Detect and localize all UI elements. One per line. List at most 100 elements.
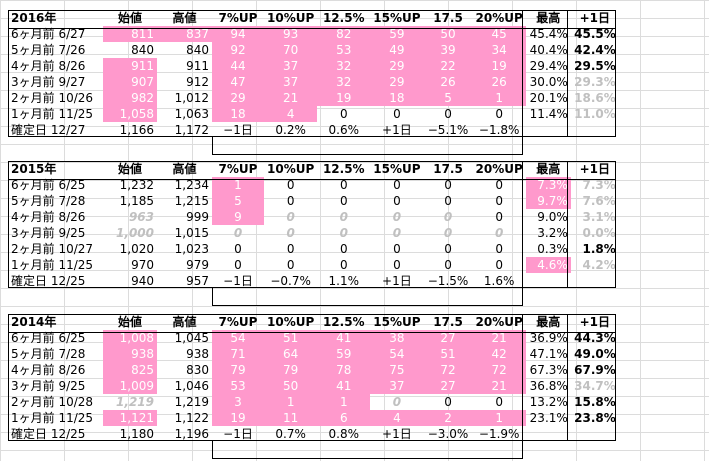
cell-value: 13.2%: [529, 395, 568, 409]
cell-value: 5: [423, 90, 473, 106]
confirm-value: [526, 426, 571, 442]
column-header: 最高: [536, 315, 561, 329]
column-header: +1日: [579, 162, 610, 176]
table-row: 4ヶ月前 8/26 825 830 79 79 78 75 72 72 67.3% 67.9%: [8, 362, 619, 378]
cell-value: 54: [370, 346, 424, 362]
cell-value: 92: [212, 42, 264, 58]
cell-value: 47.1%: [529, 347, 568, 361]
cell-value: 1,122: [174, 411, 209, 425]
cell-value: 1,008: [103, 330, 157, 346]
cell-value: 1,234: [174, 178, 209, 192]
confirm-value: [571, 426, 619, 442]
cell-value: 9: [212, 209, 264, 225]
cell-value: 0.0%: [582, 226, 616, 240]
cell-value: 54: [212, 330, 264, 346]
row-label: 5ヶ月前 7/26: [11, 43, 86, 57]
confirm-value: [571, 122, 619, 138]
cell-value: 1,015: [174, 226, 209, 240]
cell-value: 19: [472, 58, 526, 74]
cell-value: 970: [131, 258, 154, 272]
cell-value: 1,012: [174, 91, 209, 105]
cell-value: 44: [212, 58, 264, 74]
cell-value: 0: [495, 258, 503, 272]
column-header: 10%UP: [267, 11, 315, 25]
cell-value: 23.8%: [574, 411, 616, 425]
table-row: 5ヶ月前 7/28 1,185 1,215 5 0 0 0 0 0 9.7% 7.6%: [8, 193, 619, 209]
confirm-value: −3.0%: [427, 427, 469, 441]
cell-value: 0: [392, 210, 402, 224]
cell-value: 21: [264, 90, 318, 106]
row-label: 4ヶ月前 8/26: [11, 363, 86, 377]
cell-value: 36.8%: [529, 379, 568, 393]
cell-value: 963: [128, 210, 154, 224]
row-label: 3ヶ月前 9/25: [11, 226, 86, 240]
cell-value: 0: [444, 258, 452, 272]
cell-value: 830: [186, 363, 209, 377]
table-row: 4ヶ月前 8/26 963 999 9 0 0 0 0 0 9.0% 3.1%: [8, 209, 619, 225]
cell-value: 0: [286, 178, 295, 192]
confirm-value: −1日: [223, 427, 253, 441]
cell-value: 3.2%: [537, 226, 568, 240]
cell-value: 0: [286, 258, 295, 272]
confirm-value: 0.8%: [328, 427, 360, 441]
cell-value: 23.1%: [529, 411, 568, 425]
cell-value: 0: [495, 210, 503, 224]
cell-value: 50: [264, 378, 318, 394]
cell-value: 19: [212, 410, 264, 426]
cell-value: 0: [234, 242, 242, 256]
confirm-value: 0.6%: [328, 123, 360, 137]
cell-value: 912: [186, 75, 209, 89]
cell-value: 999: [186, 210, 209, 224]
row-label: 6ヶ月前 6/25: [11, 331, 86, 345]
price-table: 2015年 始値 高値 7%UP 10%UP 12.5% 15%UP 17.5 20%UP 最高 +…: [8, 161, 619, 289]
cell-value: 45: [472, 26, 526, 42]
column-header: 始値: [117, 315, 142, 329]
confirm-value: [526, 273, 571, 289]
cell-value: 34: [472, 42, 526, 58]
confirm-value: 1,166: [119, 123, 154, 137]
cell-value: 37: [264, 74, 318, 90]
cell-value: 811: [103, 26, 157, 42]
cell-value: 11.0%: [574, 107, 616, 121]
confirm-value: 1,180: [119, 427, 154, 441]
table-row: 3ヶ月前 9/27 907 912 47 37 32 29 26 26 30.0% 29.3%: [8, 74, 619, 90]
cell-value: 59: [370, 26, 424, 42]
cell-value: 1,219: [116, 395, 154, 409]
cell-value: 0: [286, 194, 295, 208]
cell-value: 1,219: [174, 395, 209, 409]
cell-value: 0: [393, 178, 401, 192]
cell-value: 0: [393, 107, 401, 121]
cell-value: 840: [131, 43, 154, 57]
cell-value: 39: [423, 42, 473, 58]
cell-value: 37: [264, 58, 318, 74]
cell-value: 59: [317, 346, 371, 362]
table-row: 2ヶ月前 10/28 1,219 1,219 3 1 1 0 0 0 13.2% 15.8%: [8, 394, 619, 410]
cell-value: 0: [393, 194, 401, 208]
cell-value: 0: [392, 395, 402, 409]
table-row: 4ヶ月前 8/26 911 911 44 37 32 29 22 19 29.4% 29.5%: [8, 58, 619, 74]
confirm-value: −5.1%: [427, 123, 469, 137]
cell-value: 41: [317, 378, 371, 394]
cell-value: 93: [264, 26, 318, 42]
confirm-row: 確定日 12/25 1,180 1,196 −1日 0.7% 0.8% +1日 −3.0% −1…: [8, 426, 619, 442]
table-row: 1ヶ月前 11/25 970 979 0 0 0 0 0 0 4.6% 4.2%: [8, 257, 619, 273]
cell-value: 29.4%: [529, 59, 568, 73]
cell-value: 0: [443, 210, 453, 224]
cell-value: 32: [317, 58, 371, 74]
cell-value: 38: [370, 330, 424, 346]
cell-value: 911: [103, 58, 157, 74]
cell-value: 840: [186, 43, 209, 57]
cell-value: 67.9%: [574, 363, 616, 377]
cell-value: 1,020: [119, 242, 154, 256]
row-label: 3ヶ月前 9/27: [11, 75, 86, 89]
column-header: 15%UP: [373, 162, 421, 176]
column-header: 15%UP: [373, 11, 421, 25]
column-header: 12.5%: [322, 315, 365, 329]
table-header-row: 2015年 始値 高値 7%UP 10%UP 12.5% 15%UP 17.5 20%UP 最高 +…: [8, 161, 619, 177]
cell-value: 49: [370, 42, 424, 58]
column-header: 10%UP: [267, 162, 315, 176]
table-row: 2ヶ月前 10/27 1,020 1,023 0 0 0 0 0 0 0.3% 1.8%: [8, 241, 619, 257]
cell-value: 0: [339, 242, 348, 256]
table-row: 5ヶ月前 7/26 840 840 92 70 53 49 39 34 40.4% 42.4%: [8, 42, 619, 58]
cell-value: 0: [339, 107, 348, 121]
